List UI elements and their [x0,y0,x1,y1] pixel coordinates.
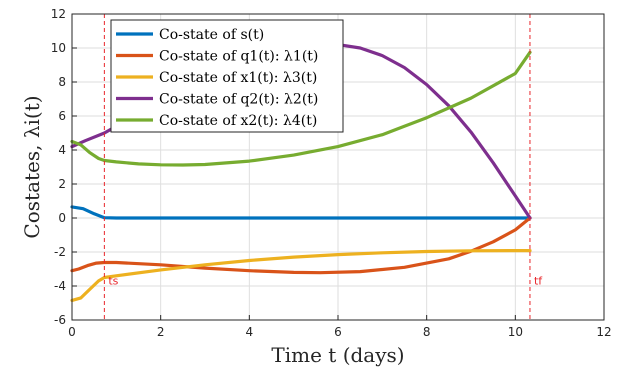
legend-label-4: Co-state of q2(t): λ2(t) [159,92,318,108]
x-tick-label: 0 [68,325,76,339]
y-tick-label: 0 [58,211,66,225]
series-line-4 [70,43,532,220]
legend: Co-state of s(t) Co-state of q1(t): λ1(t)… [110,19,344,133]
y-tick-label: -6 [54,313,66,327]
y-tick-label: -4 [54,279,66,293]
x-tick-label: 4 [246,325,254,339]
legend-label-1: Co-state of s(t) [159,27,264,43]
x-tick-label: 2 [157,325,165,339]
y-tick-label: 12 [51,7,66,21]
y-tick-label: 2 [58,177,66,191]
y-axis-label: Costates, λi(t) [20,95,44,238]
x-tick-label: 8 [423,325,431,339]
series-line-1 [70,205,532,220]
x-tick-label: 10 [508,325,523,339]
y-tick-label: -2 [54,245,66,259]
tick-labels: 0 2 4 6 8 10 12 -6 -4 -2 0 2 4 6 8 10 12 [51,7,612,339]
marker-label-tf: tf [534,274,543,287]
x-axis-label: Time t (days) [271,343,404,367]
y-tick-label: 4 [58,143,66,157]
x-tick-label: 6 [334,325,342,339]
y-tick-label: 8 [58,75,66,89]
y-tick-label: 6 [58,109,66,123]
series-layer [70,43,532,302]
y-tick-label: 10 [51,41,66,55]
series-line-3 [70,249,532,302]
legend-label-5: Co-state of x2(t): λ4(t) [159,113,317,129]
marker-label-ts: ts [108,274,118,287]
legend-label-3: Co-state of x1(t): λ3(t) [159,70,317,86]
x-tick-label: 12 [596,325,611,339]
series-line-5 [70,50,532,167]
legend-label-2: Co-state of q1(t): λ1(t) [159,49,318,65]
marker-layer: ts tf [103,14,543,320]
